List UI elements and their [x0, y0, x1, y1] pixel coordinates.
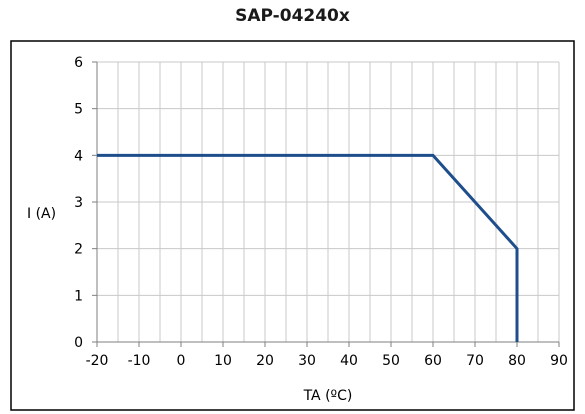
x-axis-title: TA (ºC)	[303, 388, 353, 404]
y-tick-label: 2	[74, 242, 83, 258]
y-tick-label: 1	[74, 288, 83, 304]
x-tick-label: 0	[177, 353, 186, 369]
x-tick-label: 50	[382, 353, 400, 369]
series-layer	[97, 153, 519, 342]
x-tick-label: -20	[86, 353, 109, 369]
axes	[92, 61, 560, 347]
y-axis-title: I (A)	[27, 206, 56, 222]
series-line	[97, 153, 519, 342]
grid	[97, 61, 560, 342]
x-tick-label: 40	[340, 353, 358, 369]
x-tick-label: 10	[214, 353, 232, 369]
y-tick-label: 5	[74, 102, 83, 118]
x-tick-label: 20	[256, 353, 274, 369]
chart-title: SAP-04240x	[235, 6, 350, 26]
x-tick-label: 60	[424, 353, 442, 369]
chart-frame	[10, 40, 575, 411]
x-tick-label: -10	[128, 353, 151, 369]
x-tick-label: 30	[298, 353, 316, 369]
tick-labels: -20 -10 0 10 20 30 40 50 60 70 80 90 0 1 2 3 4 5 6	[74, 55, 568, 369]
y-tick-label: 6	[74, 55, 83, 71]
y-tick-label: 3	[74, 195, 83, 211]
y-tick-label: 4	[74, 148, 83, 164]
x-tick-label: 80	[508, 353, 526, 369]
x-tick-label: 90	[550, 353, 568, 369]
x-tick-label: 70	[466, 353, 484, 369]
y-tick-label: 0	[74, 335, 83, 351]
